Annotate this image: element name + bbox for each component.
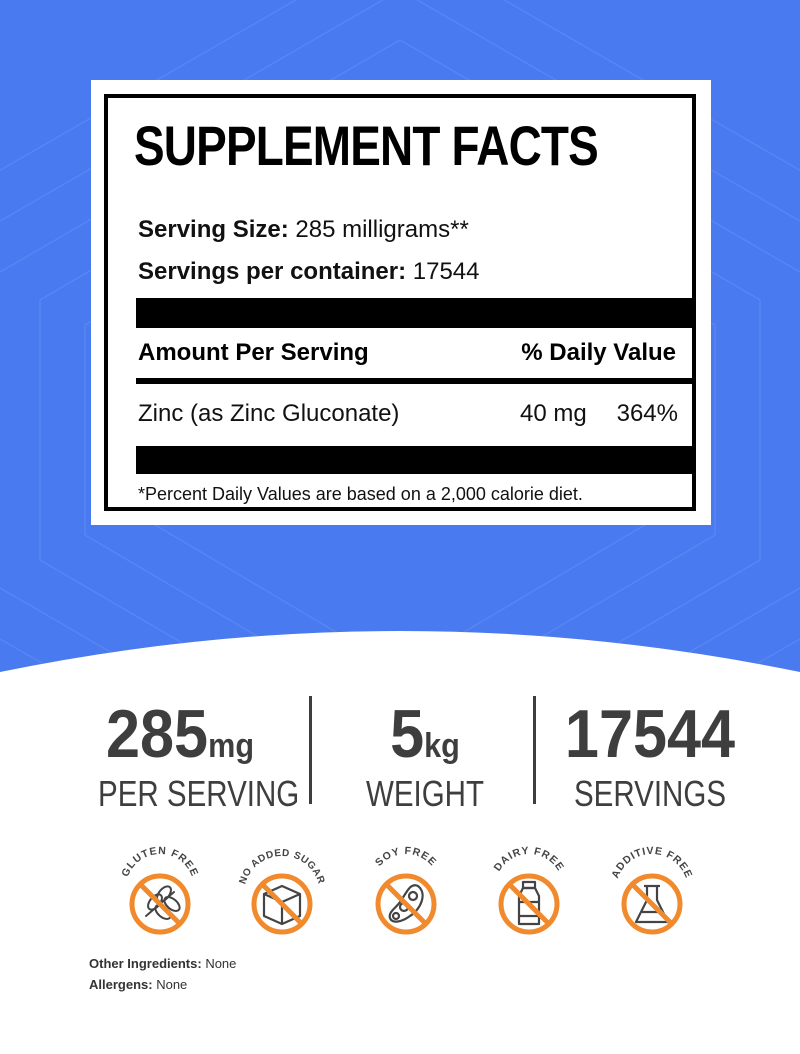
- stat-number: 285: [105, 696, 209, 772]
- badge-no-added-sugar: NO ADDED SUGAR: [234, 836, 330, 936]
- stat-value: 285mg: [90, 700, 270, 768]
- serving-size-value: 285 milligrams**: [295, 216, 469, 243]
- servings-value: 17544: [412, 258, 480, 285]
- serving-size-line: Serving Size: 285 milligrams**: [138, 216, 469, 244]
- stat-caption: SERVINGS: [573, 773, 727, 814]
- stat-value: 5kg: [349, 700, 502, 768]
- stat-divider: [533, 696, 536, 804]
- badge-soy-free: SOY FREE: [358, 836, 454, 936]
- other-ingredients-label: Other Ingredients:: [89, 956, 202, 971]
- servings-label: Servings per container:: [138, 258, 407, 285]
- ingredient-name: Zinc (as Zinc Gluconate): [138, 400, 400, 427]
- svg-text:DAIRY FREE: DAIRY FREE: [492, 845, 567, 874]
- stat-divider: [309, 696, 312, 804]
- allergens: Allergens: None: [89, 977, 187, 992]
- stat-servings: 17544 SERVINGS: [545, 700, 755, 812]
- stat-value: 17544: [556, 700, 745, 768]
- stat-caption: PER SERVING: [98, 773, 300, 814]
- allergens-value: None: [156, 977, 188, 992]
- thick-divider: [136, 298, 696, 328]
- prohibited-icon: [251, 873, 313, 935]
- daily-value-header: % Daily Value: [521, 339, 676, 366]
- badge-label: DAIRY FREE: [492, 845, 566, 874]
- wheat-icon: [145, 885, 181, 920]
- amount-per-serving-header: Amount Per Serving: [138, 339, 369, 366]
- facts-title: SUPPLEMENT FACTS: [134, 114, 599, 177]
- badge-dairy-free: DAIRY FREE: [481, 836, 577, 936]
- stat-per-serving: 285mg PER SERVING: [80, 700, 300, 814]
- stat-unit: kg: [424, 727, 460, 765]
- prohibited-icon: [621, 873, 683, 935]
- stat-number: 5: [390, 696, 425, 772]
- stat-weight: 5kg WEIGHT: [340, 700, 510, 812]
- stat-number: 17544: [564, 696, 736, 772]
- badge-label: SOY FREE: [373, 845, 438, 869]
- supplement-facts-card: SUPPLEMENT FACTS Serving Size: 285 milli…: [91, 80, 711, 525]
- stat-caption: WEIGHT: [365, 773, 485, 814]
- thick-divider-bottom: [136, 446, 696, 474]
- stat-unit: mg: [208, 727, 255, 765]
- daily-value-footnote: *Percent Daily Values are based on a 2,0…: [138, 484, 583, 504]
- badge-additive-free: ADDITIVE FREE: [604, 836, 700, 936]
- other-ingredients-value: None: [205, 956, 237, 971]
- servings-per-container-line: Servings per container: 17544: [138, 258, 480, 286]
- prohibited-icon: [129, 873, 191, 935]
- svg-text:SOY FREE: SOY FREE: [373, 845, 439, 869]
- badge-label: NO ADDED SUGAR: [237, 848, 326, 886]
- medium-divider: [136, 378, 696, 384]
- prohibited-icon: [498, 873, 560, 935]
- other-ingredients: Other Ingredients: None: [89, 956, 236, 971]
- svg-text:NO ADDED SUGAR: NO ADDED SUGAR: [237, 848, 326, 886]
- supplement-facts-panel: SUPPLEMENT FACTS Serving Size: 285 milli…: [104, 94, 696, 511]
- ingredient-daily-value: 364%: [616, 400, 678, 427]
- badge-gluten-free: GLUTEN FREE: [112, 836, 208, 936]
- serving-size-label: Serving Size:: [138, 216, 289, 243]
- allergens-label: Allergens:: [89, 977, 153, 992]
- ingredient-amount: 40 mg: [520, 400, 587, 427]
- prohibited-icon: [375, 873, 437, 935]
